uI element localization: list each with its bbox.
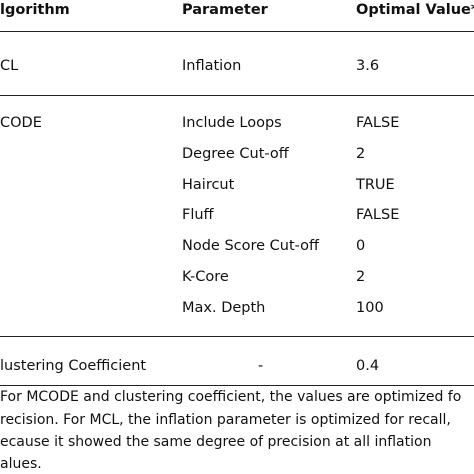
parameter-cell: Include Loops [182,115,282,131]
value-cell: 100 [356,299,384,316]
group-rule [0,385,474,386]
parameter-cell: Fluff [182,207,214,224]
footnote-line: recision. For MCL, the inflation paramet… [0,412,451,428]
footnote-line: For MCODE and clustering coefficient, th… [0,389,462,405]
value-cell: 2 [356,269,366,285]
footnote-line: ecause it showed the same degree of prec… [0,434,432,450]
parameter-cell: Inflation [182,58,242,74]
parameter-cell: Max. Depth [182,299,266,316]
header-cell: Parameter [182,2,268,18]
value-cell: 3.6 [356,58,380,74]
value-cell: TRUE [356,176,395,193]
header-rule [0,31,474,32]
group-rule [0,336,474,337]
parameter-cell: K-Core [182,269,229,285]
parameter-cell: Haircut [182,176,235,193]
header-cell: lgorithm [0,2,70,18]
parameter-cell: Degree Cut-off [182,145,289,162]
group-rule [0,95,474,96]
parameter-cell: Node Score Cut-off [182,238,320,255]
algorithm-cell: CL [0,58,19,74]
value-cell: FALSE [356,207,400,224]
value-cell: FALSE [356,115,400,131]
algorithm-cell: lustering Coefficient [0,358,147,374]
header-cell: Optimal Value* [356,2,474,18]
parameter-cell: - [258,358,264,374]
value-cell: 0.4 [356,358,380,374]
value-cell: 0 [356,238,366,255]
footnote-line: alues. [0,456,42,472]
algorithm-cell: CODE [0,115,42,131]
value-cell: 2 [356,145,366,162]
